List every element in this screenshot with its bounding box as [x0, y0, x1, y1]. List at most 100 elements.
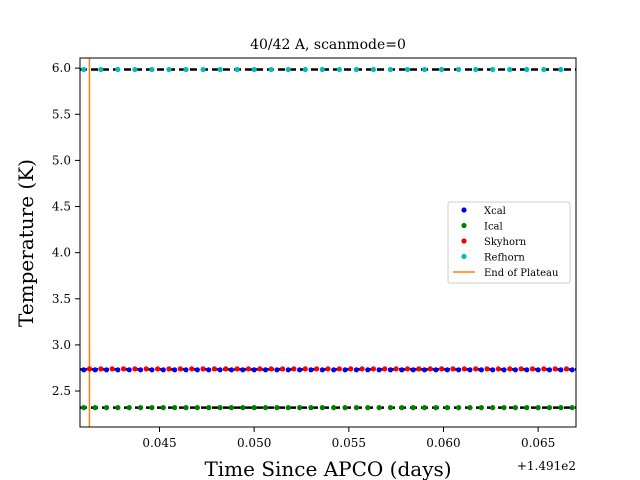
y-tick-label: 5.0	[52, 153, 71, 167]
y-tick-label: 2.5	[52, 384, 71, 398]
data-point	[342, 367, 348, 373]
data-point	[240, 405, 246, 411]
data-point	[314, 366, 320, 372]
data-point	[438, 66, 445, 73]
data-point	[98, 66, 104, 73]
data-point	[223, 366, 229, 372]
y-tick-label: 3.5	[52, 292, 71, 306]
x-axis-label: Time Since APCO (days)	[204, 457, 451, 480]
y-tick-label: 5.5	[52, 107, 71, 121]
data-point	[336, 366, 342, 372]
data-point	[524, 367, 530, 373]
data-point	[507, 366, 513, 372]
data-point	[155, 366, 161, 372]
data-point	[387, 367, 394, 373]
data-point	[404, 366, 411, 372]
data-point	[501, 405, 507, 411]
data-point	[302, 66, 308, 73]
data-point	[529, 366, 536, 372]
data-point	[86, 366, 93, 372]
x-offset-label: +1.491e2	[517, 459, 576, 473]
data-point	[189, 366, 195, 372]
legend-label: Refhorn	[484, 253, 525, 264]
data-point	[177, 366, 183, 372]
data-point	[456, 367, 462, 373]
data-point	[393, 366, 399, 372]
series-skyhorn	[86, 366, 570, 372]
data-point	[285, 405, 291, 411]
data-point	[92, 367, 98, 373]
series-xcal	[81, 367, 575, 373]
data-point	[558, 66, 564, 73]
data-point	[279, 366, 286, 372]
data-point	[262, 367, 269, 373]
legend-label: Xcal	[484, 206, 506, 217]
legend-marker	[461, 238, 467, 244]
data-point	[558, 367, 564, 373]
data-point	[410, 405, 416, 411]
data-point	[172, 405, 178, 411]
data-point	[149, 66, 155, 73]
data-point	[376, 405, 382, 411]
series-ical	[81, 405, 575, 411]
data-point	[427, 366, 433, 372]
data-point	[541, 366, 547, 372]
data-point	[262, 405, 269, 411]
data-point	[495, 366, 501, 372]
data-point	[490, 405, 496, 411]
data-point	[149, 367, 155, 373]
data-point	[331, 367, 337, 373]
legend-label: End of Plateau	[484, 268, 559, 279]
legend-marker	[461, 207, 467, 213]
data-point	[257, 366, 263, 372]
data-point	[382, 366, 388, 372]
data-point	[81, 405, 87, 411]
data-point	[512, 405, 519, 411]
data-point	[109, 366, 115, 372]
data-point	[149, 405, 155, 411]
data-point	[183, 405, 189, 411]
data-point	[410, 367, 416, 373]
data-point	[387, 405, 394, 411]
data-point	[518, 366, 524, 372]
legend-box	[447, 201, 571, 284]
data-point	[416, 366, 422, 372]
data-point	[98, 366, 104, 372]
data-point	[535, 367, 541, 373]
data-point	[103, 367, 110, 373]
data-point	[217, 367, 223, 373]
data-point	[524, 66, 530, 73]
x-tick-label: 0.045	[142, 436, 176, 450]
data-point	[365, 405, 371, 411]
data-point	[268, 66, 274, 73]
data-point	[353, 66, 359, 73]
data-point	[160, 405, 166, 411]
data-point	[473, 366, 479, 372]
data-point	[433, 405, 439, 411]
data-point	[234, 366, 240, 372]
data-point	[558, 405, 564, 411]
data-point	[433, 367, 439, 373]
data-point	[206, 367, 212, 373]
x-axis: 0.045 0.050 0.055 0.060 0.065	[142, 427, 555, 450]
data-point	[132, 66, 138, 73]
data-point	[387, 66, 394, 73]
data-point	[404, 66, 411, 73]
data-point	[512, 367, 519, 373]
data-point	[291, 366, 297, 372]
legend-marker	[461, 222, 467, 229]
data-point	[507, 66, 513, 73]
data-point	[206, 405, 212, 411]
y-tick-label: 6.0	[52, 61, 71, 75]
data-point	[115, 367, 121, 373]
data-point	[240, 367, 246, 373]
x-tick-label: 0.055	[332, 436, 366, 450]
data-point	[319, 367, 325, 373]
data-point	[274, 367, 280, 373]
plot-frame	[79, 57, 577, 428]
data-point	[325, 366, 331, 372]
data-point	[342, 405, 348, 411]
y-axis-label: Temperature (K)	[14, 159, 38, 327]
data-point	[137, 405, 144, 411]
data-point	[126, 367, 132, 373]
